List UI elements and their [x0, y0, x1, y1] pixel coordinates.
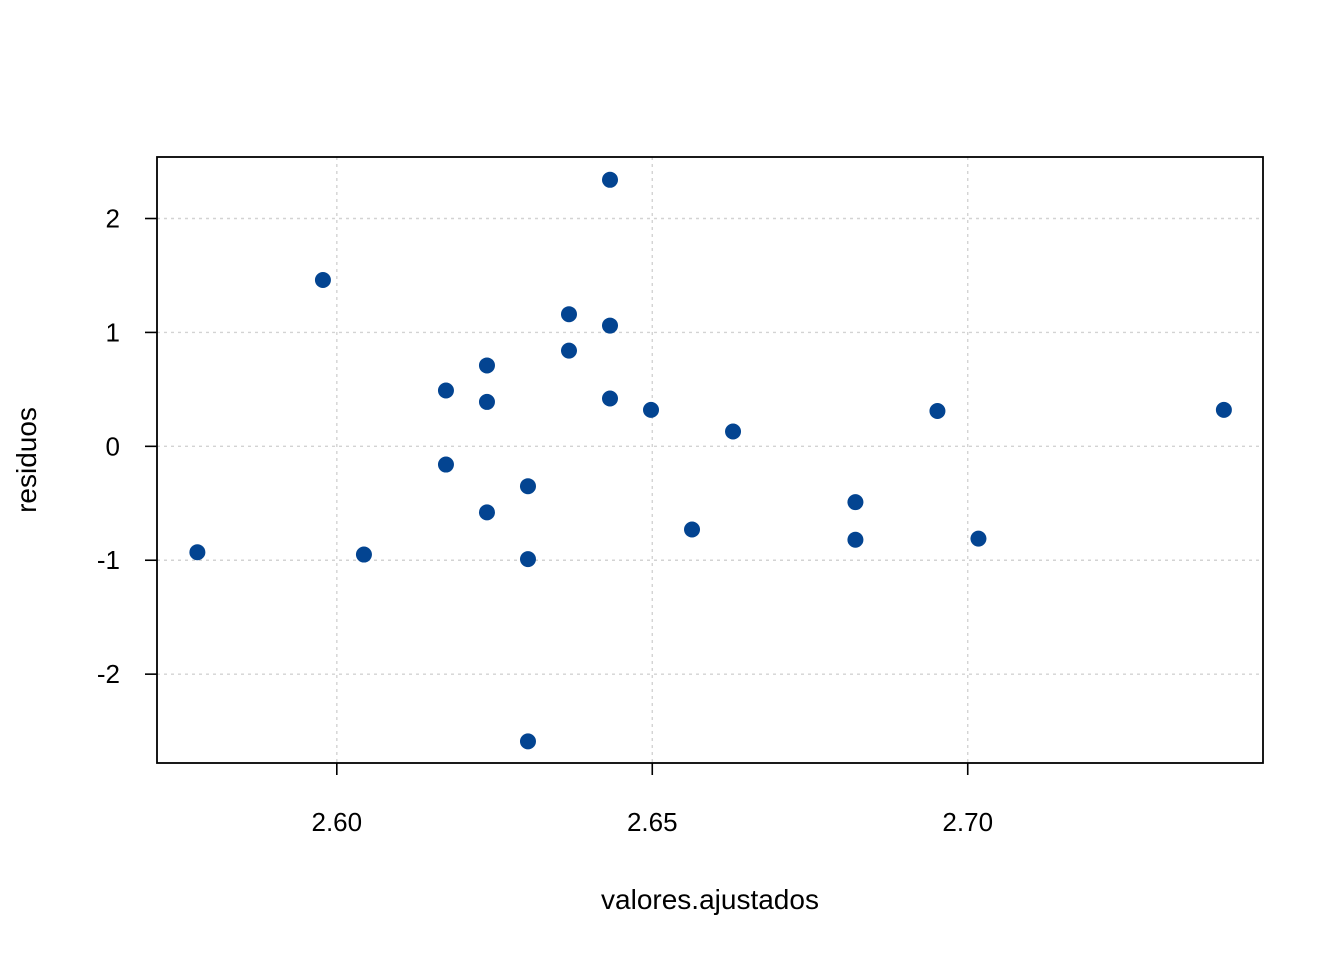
data-point	[929, 403, 946, 420]
data-point	[560, 342, 577, 359]
data-point	[601, 317, 618, 334]
data-point	[643, 401, 660, 418]
grid	[157, 157, 1263, 763]
y-tick-label: 0	[106, 431, 120, 461]
data-point	[684, 521, 701, 538]
y-tick-label: 2	[106, 204, 120, 234]
y-axis: -2 -1 0 1 2	[97, 204, 157, 689]
data-point	[355, 546, 372, 563]
data-point	[314, 272, 331, 289]
x-tick-label: 2.70	[942, 807, 993, 837]
data-point	[1215, 401, 1232, 418]
data-point	[189, 544, 206, 561]
data-point	[437, 456, 454, 473]
data-point	[847, 531, 864, 548]
data-point	[601, 390, 618, 407]
y-tick-label: -1	[97, 545, 120, 575]
y-tick-label: -2	[97, 659, 120, 689]
data-point	[478, 357, 495, 374]
data-point	[437, 382, 454, 399]
y-tick-label: 1	[106, 317, 120, 347]
data-point	[519, 733, 536, 750]
data-point	[478, 504, 495, 521]
x-tick-label: 2.60	[312, 807, 363, 837]
data-point	[560, 306, 577, 323]
data-point	[519, 478, 536, 495]
data-point	[970, 530, 987, 547]
data-points	[189, 171, 1232, 750]
data-point	[847, 494, 864, 511]
data-point	[478, 393, 495, 410]
x-tick-label: 2.65	[627, 807, 678, 837]
y-axis-title: residuos	[11, 407, 42, 513]
plot-frame	[156, 156, 1264, 764]
x-axis: 2.60 2.65 2.70	[312, 763, 993, 837]
data-point	[725, 423, 742, 440]
x-axis-title: valores.ajustados	[601, 884, 819, 915]
data-point	[519, 551, 536, 568]
data-point	[601, 171, 618, 188]
